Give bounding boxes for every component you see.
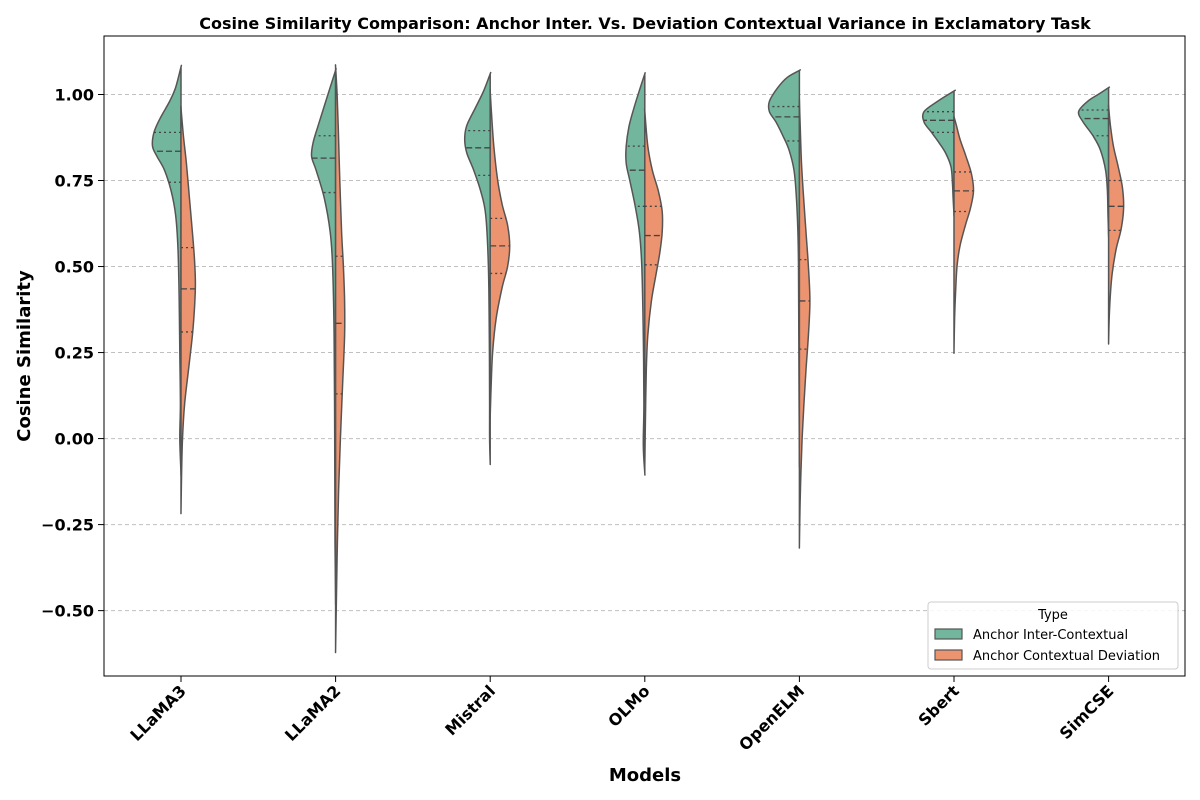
y-tick-label: 0.75 bbox=[55, 172, 94, 191]
violin-half-contextual-deviation bbox=[953, 115, 975, 354]
y-tick-label: 0.50 bbox=[55, 258, 94, 277]
x-axis-label: Models bbox=[609, 765, 681, 786]
legend-entry-contextual-deviation: Anchor Contextual Deviation bbox=[973, 649, 1160, 664]
y-tick-label: 0.25 bbox=[55, 344, 94, 363]
violin-half-contextual-deviation bbox=[180, 105, 197, 515]
y-tick-label: −0.50 bbox=[41, 602, 94, 621]
violin-half-contextual-deviation bbox=[798, 98, 811, 549]
y-tick-label: 0.00 bbox=[55, 430, 94, 449]
y-tick-label: 1.00 bbox=[55, 85, 94, 104]
legend: Type Anchor Inter-Contextual Anchor Cont… bbox=[927, 601, 1179, 670]
chart-title: Cosine Similarity Comparison: Anchor Int… bbox=[199, 14, 1091, 33]
y-axis-label: Cosine Similarity bbox=[14, 270, 35, 442]
violin-half-contextual-deviation bbox=[643, 108, 664, 467]
legend-entry-inter-contextual: Anchor Inter-Contextual bbox=[973, 628, 1128, 643]
violin-half-inter-contextual bbox=[463, 71, 492, 466]
quartile-lines bbox=[154, 105, 1124, 395]
violin-half-contextual-deviation bbox=[334, 64, 346, 654]
violins bbox=[151, 64, 1125, 654]
legend-swatch-contextual-deviation bbox=[934, 649, 963, 661]
y-axis-ticks: −0.50 −0.25 0.00 0.25 0.50 0.75 1.00 bbox=[41, 85, 104, 621]
violin-half-inter-contextual bbox=[625, 72, 646, 476]
violin-half-inter-contextual bbox=[921, 89, 956, 217]
y-tick-label: −0.25 bbox=[41, 516, 94, 535]
legend-swatch-inter-contextual bbox=[934, 628, 963, 640]
legend-box bbox=[927, 601, 1179, 670]
legend-title: Type bbox=[1037, 608, 1068, 623]
violin-half-contextual-deviation bbox=[1107, 104, 1125, 345]
